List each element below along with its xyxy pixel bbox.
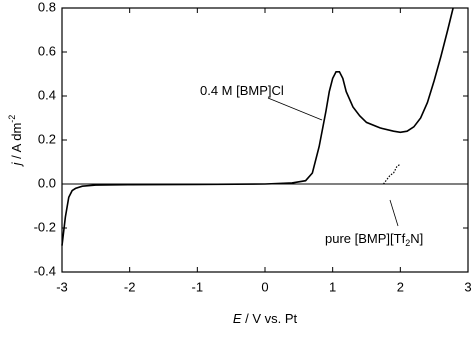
y-tick-label: -0.4 <box>34 263 56 278</box>
annotation: 0.4 M [BMP]Cl <box>200 83 284 98</box>
y-label-symbol: j <box>9 161 24 167</box>
annotation-text: pure [BMP][Tf <box>325 231 406 246</box>
x-label-unit: / V vs. Pt <box>242 311 298 326</box>
y-axis-label: j / A dm-2 <box>7 115 24 168</box>
x-label-symbol: E <box>233 311 242 326</box>
y-tick-label: 0.8 <box>38 0 56 14</box>
x-tick-label: 2 <box>397 279 404 294</box>
x-tick-label: 0 <box>261 279 268 294</box>
x-tick-label: 1 <box>329 279 336 294</box>
y-tick-label: 0.2 <box>38 131 56 146</box>
annotation: pure [BMP][Tf2N] <box>325 231 423 248</box>
x-tick-label: -1 <box>192 279 204 294</box>
y-label-exponent: -2 <box>7 115 17 123</box>
y-tick-label: 0.0 <box>38 175 56 190</box>
annotation-text: N] <box>410 231 423 246</box>
y-tick-label: 0.6 <box>38 43 56 58</box>
annotation-leader <box>267 97 323 121</box>
x-tick-label: -2 <box>124 279 136 294</box>
data-line <box>61 7 454 246</box>
annotation-text: 0.4 M [BMP]Cl <box>200 83 284 98</box>
data-line <box>382 163 401 185</box>
y-tick-label: 0.4 <box>38 87 56 102</box>
y-tick-label: -0.2 <box>34 219 56 234</box>
annotation-leader <box>389 199 399 227</box>
x-axis-label: E / V vs. Pt <box>233 311 298 326</box>
x-tick-label: 3 <box>464 279 471 294</box>
plot-frame <box>61 7 469 273</box>
annotation-subscript: 2 <box>405 238 410 248</box>
x-tick-label: -3 <box>56 279 68 294</box>
y-label-unit: / A dm <box>9 123 24 163</box>
